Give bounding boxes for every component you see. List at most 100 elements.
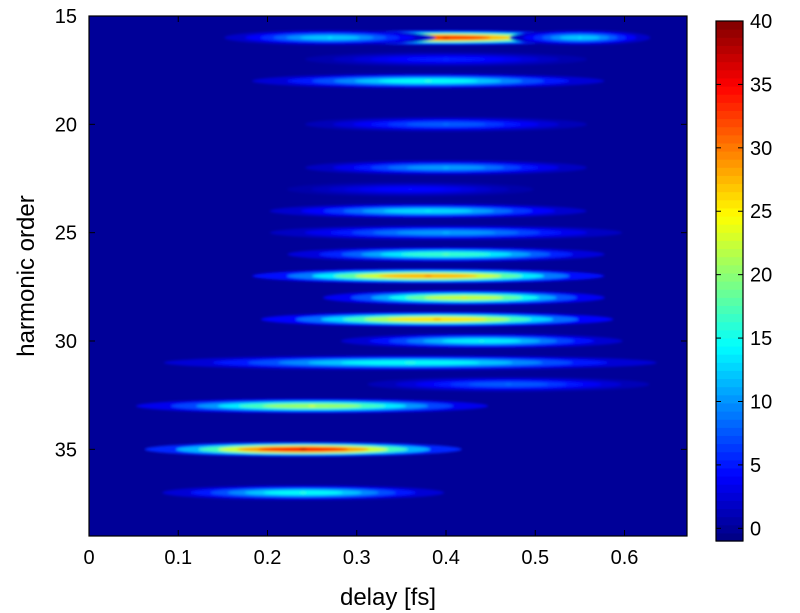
colorbar-swatch <box>716 69 743 79</box>
y-tick-label: 35 <box>55 439 77 461</box>
colorbar-swatch <box>716 492 743 501</box>
colorbar-swatch <box>716 484 743 493</box>
harmonic-25-peak-level <box>442 232 451 234</box>
colorbar-swatch <box>716 126 743 136</box>
colorbar-swatch <box>716 151 743 160</box>
colorbar-swatch <box>716 53 743 63</box>
colorbar-axis: 0 5 10 15 20 25 30 35 40 <box>716 11 772 540</box>
harmonic-18-peak-level <box>424 80 433 82</box>
colorbar-swatch <box>716 305 743 315</box>
colorbar-swatch <box>716 337 743 347</box>
colorbar-tick-label: 0 <box>750 518 761 540</box>
colorbar-swatch <box>716 45 743 55</box>
harmonic-35-peak-level <box>299 448 307 450</box>
colorbar-tick-label: 20 <box>750 265 772 287</box>
colorbar-swatch <box>716 281 743 290</box>
x-tick-label: 0.3 <box>343 547 371 569</box>
colorbar-swatch <box>716 419 743 428</box>
x-tick-label: 0.5 <box>521 547 549 569</box>
colorbar-swatch <box>716 207 743 217</box>
colorbar-swatch <box>716 216 743 225</box>
colorbar-swatch <box>716 346 743 355</box>
plot-area <box>89 16 687 536</box>
colorbar <box>716 21 743 542</box>
colorbar-frame <box>715 20 744 542</box>
colorbar-swatch <box>716 118 743 128</box>
colorbar-swatch <box>716 321 743 331</box>
harmonic-33-peak-level <box>308 405 317 407</box>
colorbar-swatch <box>716 467 743 477</box>
colorbar-swatch <box>716 183 743 193</box>
colorbar-swatch <box>716 37 743 46</box>
harmonic-16-peak-level <box>578 37 582 39</box>
colorbar-swatch <box>716 21 743 30</box>
colorbar-swatch <box>716 94 743 103</box>
x-tick-label: 0.1 <box>164 547 192 569</box>
colorbar-swatch <box>716 61 743 71</box>
x-tick-label: 0 <box>83 547 94 569</box>
colorbar-swatch <box>716 175 743 185</box>
colorbar-tick-label: 25 <box>750 201 772 223</box>
y-axis-label: harmonic order <box>13 195 40 356</box>
colorbar-swatch <box>716 134 743 144</box>
colorbar-swatch <box>716 524 743 534</box>
x-axis-label: delay [fs] <box>340 584 436 611</box>
harmonic-16-peak-level <box>327 37 333 39</box>
colorbar-swatch <box>716 256 743 266</box>
harmonic-29-peak-level <box>433 318 442 320</box>
colorbar-swatch <box>716 459 743 469</box>
harmonic-24-peak-level <box>424 210 432 212</box>
colorbar-swatch <box>716 191 743 201</box>
colorbar-tick-label: 5 <box>750 455 761 477</box>
colorbar-tick-label: 30 <box>750 138 772 160</box>
colorbar-swatch <box>716 167 743 176</box>
colorbar-swatch <box>716 224 743 233</box>
colorbar-swatch <box>716 86 743 95</box>
harmonic-26-peak-level <box>442 253 450 255</box>
colorbar-tick-label: 15 <box>750 328 772 350</box>
colorbar-swatch <box>716 378 743 388</box>
harmonic-20-peak-level <box>442 123 450 125</box>
colorbar-swatch <box>716 402 743 412</box>
colorbar-swatch <box>716 102 743 111</box>
harmonic-23-peak-level <box>407 188 414 190</box>
colorbar-tick-label: 40 <box>750 11 772 33</box>
harmonic-32-peak-level <box>505 383 512 385</box>
colorbar-swatch <box>716 159 743 168</box>
harmonic-22-peak-level <box>442 167 450 169</box>
colorbar-swatch <box>716 435 743 445</box>
x-tick-label: 0.4 <box>432 547 460 569</box>
colorbar-swatch <box>716 264 743 274</box>
colorbar-swatch <box>716 451 743 461</box>
harmonic-17-peak-level <box>442 58 450 60</box>
plot-frame <box>88 15 688 537</box>
colorbar-swatch <box>716 248 743 258</box>
colorbar-swatch <box>716 329 743 339</box>
y-tick-label: 25 <box>55 223 77 245</box>
colorbar-swatch <box>716 313 743 323</box>
colorbar-swatch <box>716 354 743 363</box>
harmonic-28-peak-level <box>460 297 468 299</box>
harmonic-30-peak-level <box>478 340 485 342</box>
y-axis: 15 20 25 30 35 <box>55 6 687 461</box>
harmonic-16-peak-level <box>442 37 450 39</box>
colorbar-swatch <box>716 29 743 38</box>
colorbar-tick-label: 10 <box>750 391 772 413</box>
y-tick-label: 30 <box>55 331 77 353</box>
colorbar-swatch <box>716 77 743 87</box>
x-axis: 0 0.1 0.2 0.3 0.4 0.5 0.6 <box>83 16 638 569</box>
harmonic-31-peak-level <box>404 362 416 364</box>
colorbar-swatch <box>716 370 743 380</box>
colorbar-swatch <box>716 110 743 120</box>
colorbar-swatch <box>716 289 743 298</box>
colorbar-swatch <box>716 476 743 485</box>
colorbar-tick-label: 35 <box>750 74 772 96</box>
harmonic-37-peak-level <box>300 492 307 494</box>
x-tick-label: 0.6 <box>611 547 639 569</box>
harmonic-27-peak-level <box>424 275 433 277</box>
colorbar-swatch <box>716 394 743 404</box>
y-tick-label: 15 <box>55 6 77 28</box>
colorbar-swatch <box>716 362 743 371</box>
colorbar-swatch <box>716 443 743 453</box>
x-tick-label: 0.2 <box>254 547 282 569</box>
